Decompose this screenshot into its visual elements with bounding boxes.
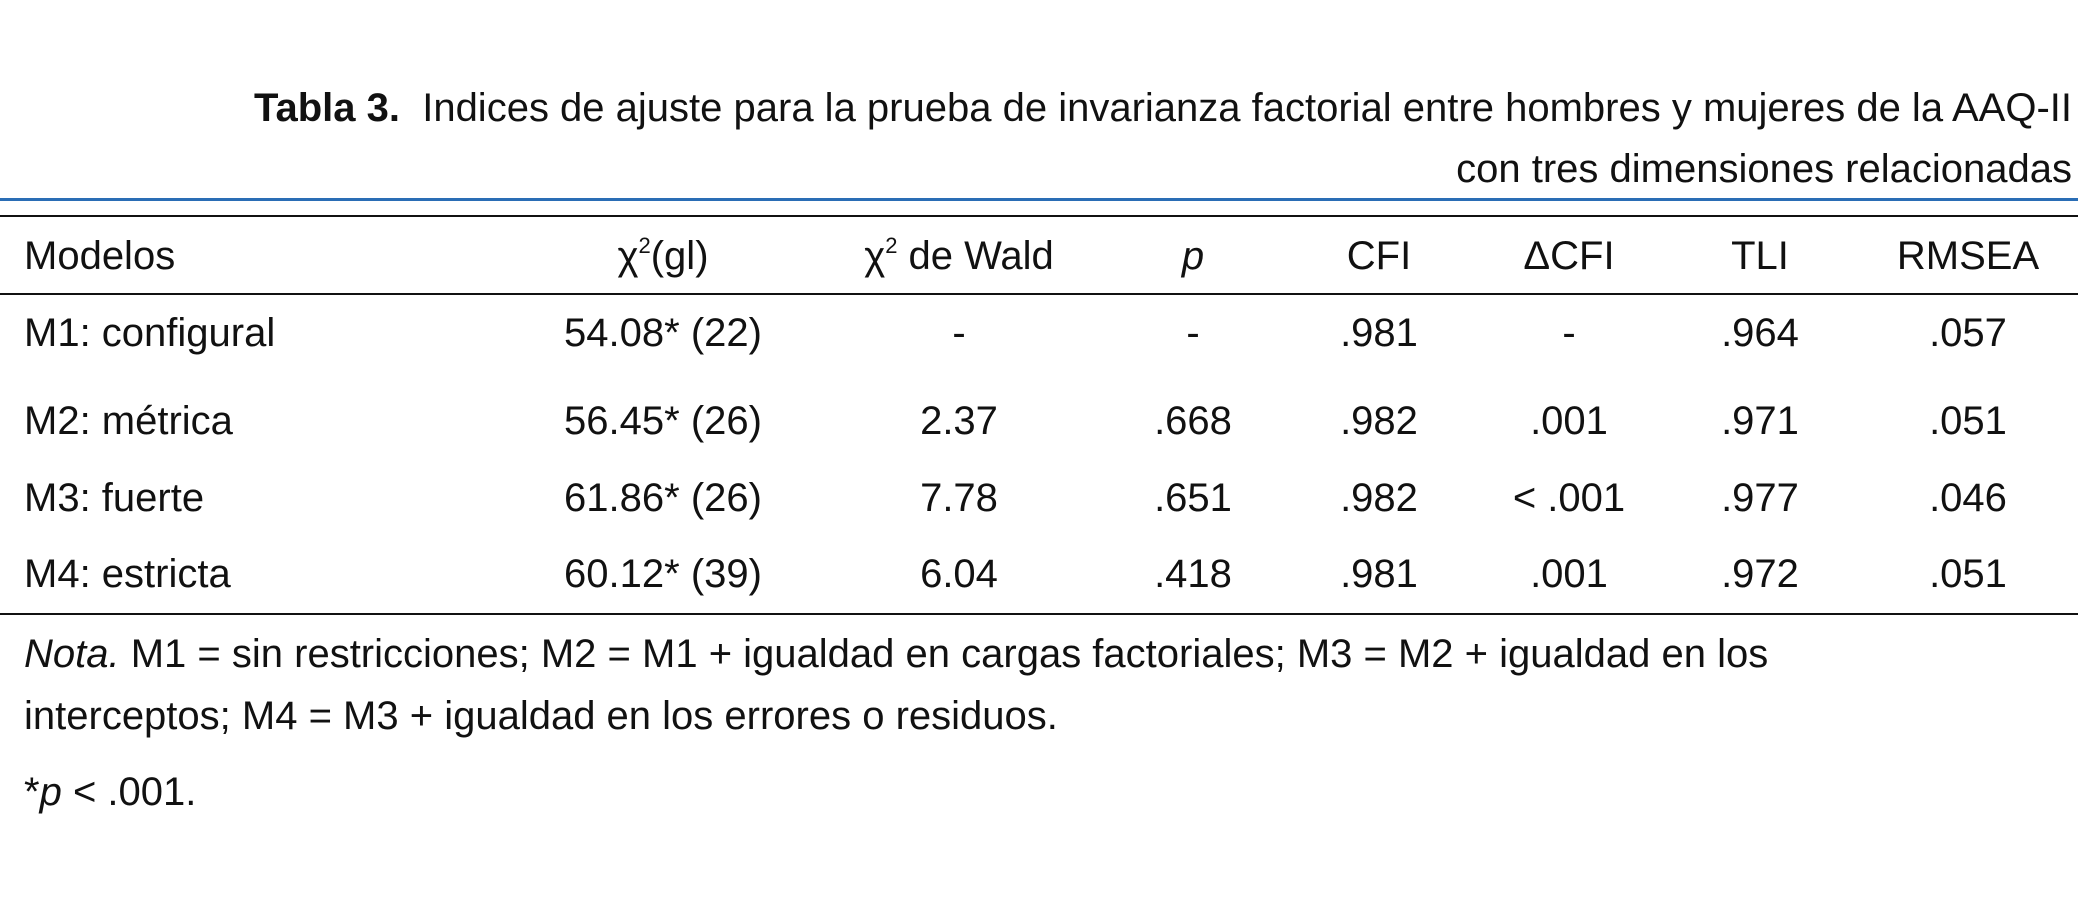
header-cell: TLI	[1731, 232, 1789, 280]
header-sup: 2	[885, 233, 898, 258]
note-text: M1 = sin restricciones; M2 = M1 + iguald…	[119, 632, 1769, 676]
header-cell: CFI	[1347, 232, 1411, 280]
header-cell: χ2 de Wald	[864, 232, 1054, 280]
table-cell: .982	[1340, 476, 1418, 520]
table-cell: 6.04	[920, 552, 998, 596]
table-title-cont: con tres dimensiones relacionadas	[1456, 147, 2072, 191]
header-rule	[0, 293, 2078, 295]
header-cell: p	[1182, 232, 1204, 280]
table-cell: 56.45* (26)	[564, 399, 762, 443]
table-cell: 54.08* (22)	[564, 311, 762, 355]
top-rule	[0, 215, 2078, 217]
header-text: ΔCFI	[1523, 234, 1615, 278]
table-cell: .964	[1721, 311, 1799, 355]
table-cell: M4: estricta	[24, 552, 231, 596]
table-cell: .972	[1721, 552, 1799, 596]
footnote: *p < .001.	[24, 768, 196, 816]
table-cell: 7.78	[920, 476, 998, 520]
table-cell: .971	[1721, 399, 1799, 443]
header-text: p	[1181, 234, 1205, 278]
footnote-mark: *	[24, 770, 40, 814]
header-text: TLI	[1731, 234, 1789, 278]
table-cell: .982	[1340, 399, 1418, 443]
footnote-text: < .001.	[61, 770, 197, 814]
table-cell: 2.37	[920, 399, 998, 443]
table-cell: .001	[1530, 552, 1608, 596]
table-cell: 61.86* (26)	[564, 476, 762, 520]
header-text: RMSEA	[1896, 234, 2040, 278]
table-cell: -	[952, 311, 966, 355]
header-cell: χ2(gl)	[617, 232, 708, 280]
table-cell: M3: fuerte	[24, 476, 205, 520]
table-cell: .051	[1929, 552, 2007, 596]
table-cell: -	[1186, 311, 1200, 355]
table-cell: .046	[1929, 476, 2007, 520]
table-cell: < .001	[1512, 476, 1626, 520]
header-text: χ	[864, 234, 886, 278]
note-line: interceptos; M4 = M3 + igualdad en los e…	[24, 694, 1058, 738]
bottom-rule	[0, 613, 2078, 615]
table-cell: M1: configural	[24, 311, 276, 355]
blue-rule	[0, 198, 2078, 201]
table-cell: -	[1562, 311, 1576, 355]
header-text: Modelos	[24, 234, 176, 278]
header-cell: RMSEA	[1897, 232, 2039, 280]
table-cell: .057	[1929, 311, 2007, 355]
table-cell: .001	[1530, 399, 1608, 443]
header-sup: 2	[638, 233, 651, 258]
table-cell: .981	[1340, 311, 1418, 355]
header-cell: ΔCFI	[1523, 232, 1614, 280]
table-cell: .418	[1154, 552, 1232, 596]
note-label: Nota.	[24, 632, 120, 676]
header-text: (gl)	[650, 234, 709, 278]
title-label: Tabla 3.	[253, 86, 400, 130]
table-cell: .668	[1154, 399, 1232, 443]
note-line: Nota. M1 = sin restricciones; M2 = M1 + …	[24, 630, 1768, 678]
table-cell: .651	[1154, 476, 1232, 520]
table-cell: .051	[1929, 399, 2007, 443]
header-text: χ	[617, 234, 639, 278]
header-text: de Wald	[897, 234, 1054, 278]
table-cell: 60.12* (39)	[564, 552, 762, 596]
table-cell: .977	[1721, 476, 1799, 520]
footnote-symbol: p	[39, 770, 62, 814]
table-title: Tabla 3. Indices de ajuste para la prueb…	[254, 84, 2072, 132]
header-cell: Modelos	[24, 232, 175, 280]
table-cell: M2: métrica	[24, 399, 233, 443]
table-cell: .981	[1340, 552, 1418, 596]
header-text: CFI	[1346, 234, 1412, 278]
title-line: Indices de ajuste para la prueba de inva…	[422, 86, 2072, 130]
